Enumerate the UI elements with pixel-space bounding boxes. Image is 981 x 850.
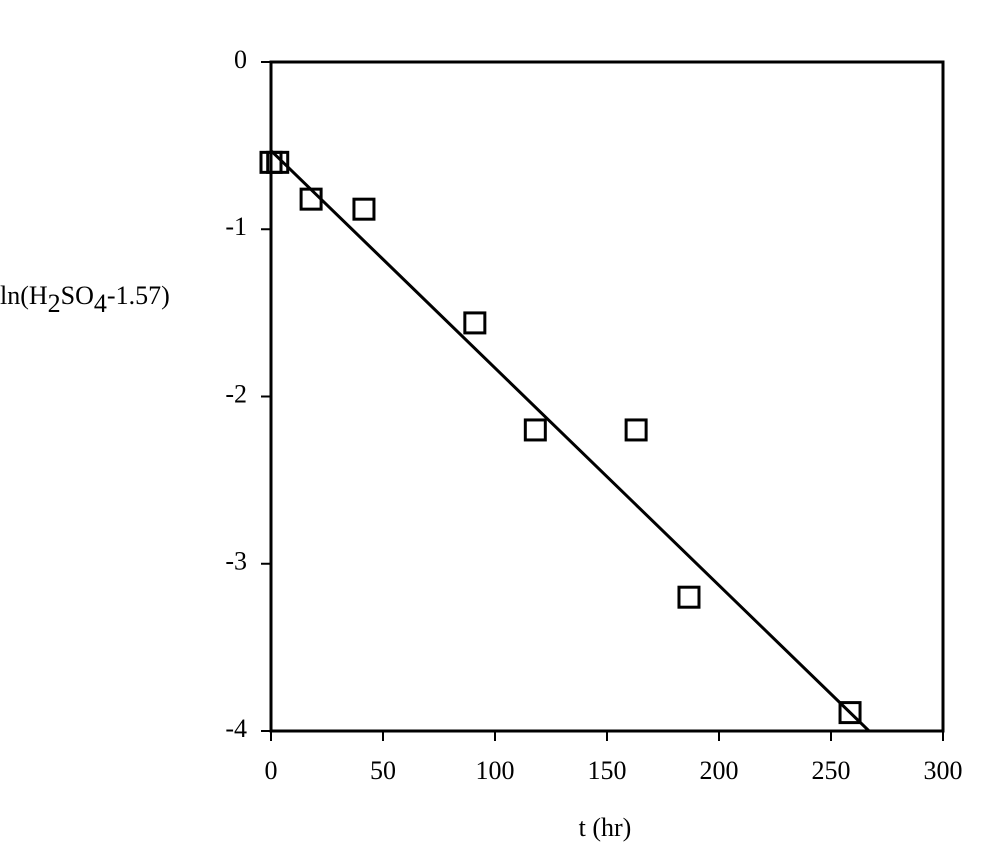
marker xyxy=(523,418,547,442)
marker xyxy=(266,150,290,174)
y-tick-label: -2 xyxy=(225,379,247,408)
x-tick-label: 100 xyxy=(476,756,515,785)
marker xyxy=(624,418,648,442)
y-tick-label: -3 xyxy=(225,547,247,576)
marker xyxy=(299,187,323,211)
marker xyxy=(352,197,376,221)
marker xyxy=(677,585,701,609)
y-axis-label: ln(H2SO4-1.57) xyxy=(0,281,170,318)
x-tick-label: 250 xyxy=(812,756,851,785)
x-tick-label: 300 xyxy=(924,756,963,785)
marker xyxy=(838,701,862,725)
x-tick-label: 200 xyxy=(700,756,739,785)
marker xyxy=(463,311,487,335)
y-tick-label: -1 xyxy=(225,212,247,241)
plot-frame xyxy=(269,60,945,733)
x-axis-label: t (hr) xyxy=(579,813,632,842)
y-tick-label: -4 xyxy=(225,714,247,743)
x-tick-label: 50 xyxy=(370,756,396,785)
x-tick-label: 0 xyxy=(265,756,278,785)
y-tick-label: 0 xyxy=(234,45,247,74)
fit-line xyxy=(269,149,871,733)
x-tick-label: 150 xyxy=(588,756,627,785)
